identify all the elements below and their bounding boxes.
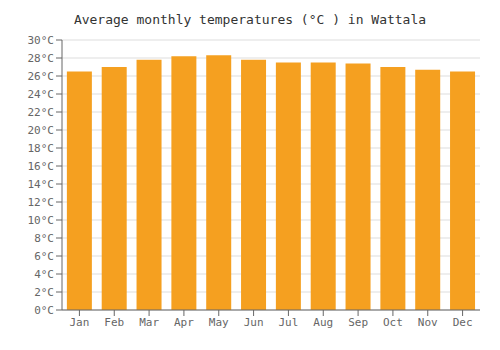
svg-text:Dec: Dec <box>453 316 473 329</box>
html-text:Average monthly temperatures (: Average monthly temperatures (°C ) in Wa… <box>73 12 427 27</box>
svg-text:Aug: Aug <box>313 316 333 329</box>
svg-text:10°C: 10°C <box>28 214 55 227</box>
svg-text:Sep: Sep <box>348 316 368 329</box>
svg-text:4°C: 4°C <box>34 268 54 281</box>
svg-text:20°C: 20°C <box>28 124 55 137</box>
svg-text:8°C: 8°C <box>34 232 54 245</box>
svg-text:May: May <box>209 316 229 329</box>
svg-text:Mar: Mar <box>139 316 159 329</box>
svg-text:28°C: 28°C <box>28 52 55 65</box>
svg-text:14°C: 14°C <box>28 178 55 191</box>
svg-text:2°C: 2°C <box>34 286 54 299</box>
svg-text:6°C: 6°C <box>34 250 54 263</box>
svg-text:Feb: Feb <box>104 316 124 329</box>
svg-text:Oct: Oct <box>383 316 403 329</box>
svg-text:Jan: Jan <box>69 316 89 329</box>
svg-text:16°C: 16°C <box>28 160 55 173</box>
svg-text:Apr: Apr <box>174 316 194 329</box>
svg-text:Nov: Nov <box>418 316 438 329</box>
svg-text:Jul: Jul <box>278 316 298 329</box>
svg-text:12°C: 12°C <box>28 196 55 209</box>
svg-text:30°C: 30°C <box>28 34 55 47</box>
svg-text:0°C: 0°C <box>34 304 54 317</box>
svg-text:18°C: 18°C <box>28 142 55 155</box>
svg-text:Jun: Jun <box>244 316 264 329</box>
svg-text:26°C: 26°C <box>28 70 55 83</box>
svg-text:24°C: 24°C <box>28 88 55 101</box>
svg-text:22°C: 22°C <box>28 106 55 119</box>
